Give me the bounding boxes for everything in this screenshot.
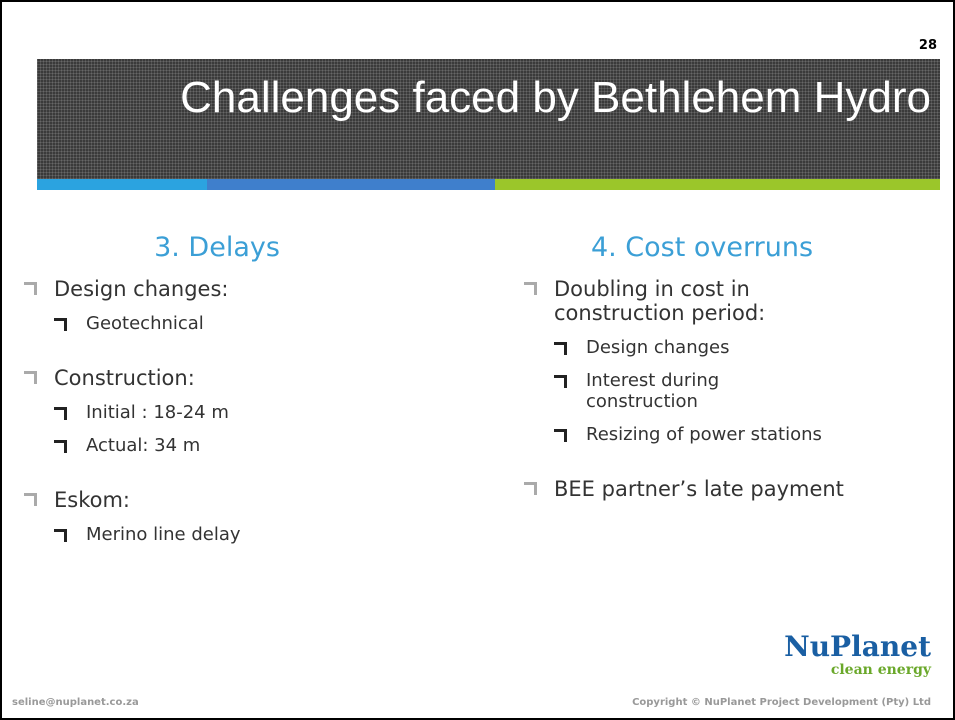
sub-bullet: Merino line delay <box>2 524 432 545</box>
slide-title: Challenges faced by Bethlehem Hydro <box>180 73 931 122</box>
bullet: Design changes: <box>2 277 432 301</box>
column-heading: 3. Delays <box>154 232 280 263</box>
sub-bullet: Initial : 18-24 m <box>2 402 432 423</box>
sub-bullet: Actual: 34 m <box>2 435 432 456</box>
footer-email: seline@nuplanet.co.za <box>12 697 139 708</box>
logo-name: NuPlanet <box>784 630 931 663</box>
right-column: 4. Cost overruns Doubling in cost in con… <box>502 232 902 501</box>
sub-bullet: Geotechnical <box>2 313 432 334</box>
logo-tagline: clean energy <box>830 662 931 678</box>
left-column: 3. Delays Design changes: Geotechnical C… <box>2 232 432 545</box>
title-band <box>37 59 940 179</box>
stripe <box>207 179 495 190</box>
column-heading: 4. Cost overruns <box>590 232 814 263</box>
footer-copyright: Copyright © NuPlanet Project Development… <box>632 697 931 708</box>
bullet: Eskom: <box>2 488 432 512</box>
stripe <box>495 179 940 190</box>
bullet: Construction: <box>2 366 432 390</box>
sub-bullet: Interest during construction <box>502 370 766 412</box>
stripe <box>37 179 207 190</box>
page-number: 28 <box>918 38 937 53</box>
logo: NuPlanet clean energy <box>784 630 931 679</box>
sub-bullet: Resizing of power stations <box>502 424 902 445</box>
sub-bullet: Design changes <box>502 337 902 358</box>
bullet: BEE partner’s late payment <box>502 477 902 501</box>
bullet: Doubling in cost in construction period: <box>502 277 834 325</box>
